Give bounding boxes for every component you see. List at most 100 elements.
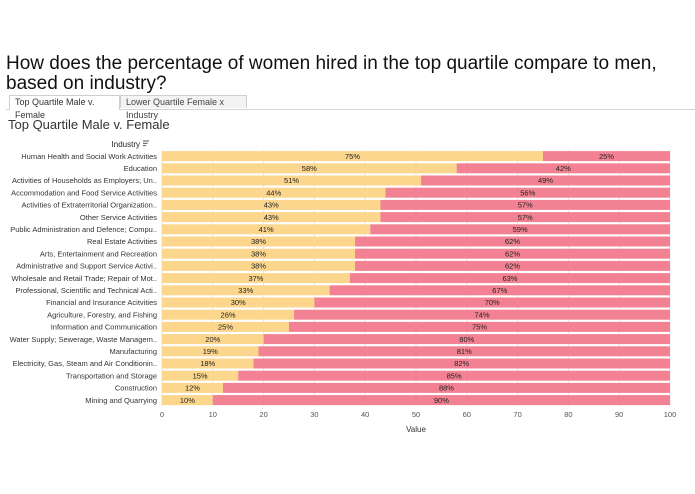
bar-female[interactable] [162,212,381,223]
bar-female[interactable] [162,297,315,308]
category-label: Activities of Households as Employers; U… [12,176,157,185]
data-label-male: 57% [518,201,533,210]
bar-male[interactable] [456,163,670,174]
bar-female[interactable] [162,248,356,259]
bar-female[interactable] [162,382,223,393]
bar-male[interactable] [355,260,670,271]
bar-female[interactable] [162,370,239,381]
data-label-female: 41% [259,225,274,234]
category-label: Agriculture, Forestry, and Fishing [47,310,157,319]
bar-male[interactable] [380,199,670,210]
data-label-female: 75% [345,152,360,161]
bar-female[interactable] [162,346,259,357]
category-label: Electricity, Gas, Steam and Air Conditio… [12,359,157,368]
bar-male[interactable] [380,212,670,223]
x-tick-label: 80 [564,410,572,419]
bar-male[interactable] [329,285,670,296]
category-label: Public Administration and Defence; Compu… [10,225,157,234]
bar-female[interactable] [162,199,381,210]
data-label-male: 88% [439,384,454,393]
bar-male[interactable] [294,309,670,320]
data-label-female: 58% [302,164,317,173]
bar-male[interactable] [385,187,670,198]
data-label-male: 56% [520,188,535,197]
category-label: Mining and Quarrying [85,396,157,405]
data-label-female: 43% [264,201,279,210]
bar-male[interactable] [212,395,671,406]
category-label: Construction [115,384,157,393]
category-label: Information and Communication [51,323,157,332]
x-tick-label: 60 [463,410,471,419]
bar-female[interactable] [162,395,213,406]
data-label-male: 75% [472,323,487,332]
x-tick-label: 30 [310,410,318,419]
category-label: Arts, Entertainment and Recreation [40,249,157,258]
category-label: Education [124,164,157,173]
bar-female[interactable] [162,260,356,271]
x-tick-label: 10 [209,410,217,419]
bar-female[interactable] [162,273,350,284]
bar-female[interactable] [162,334,264,345]
x-tick-label: 70 [513,410,521,419]
data-label-male: 42% [556,164,571,173]
bar-female[interactable] [162,358,254,369]
bar-female[interactable] [162,187,386,198]
sort-icon[interactable] [143,140,149,147]
bar-male[interactable] [355,236,670,247]
category-label: Real Estate Activities [87,237,157,246]
data-label-female: 10% [180,396,195,405]
data-label-female: 33% [238,286,253,295]
data-label-male: 81% [457,347,472,356]
bar-female[interactable] [162,175,422,186]
sheet-tabs: Top Quartile Male v. Female Lower Quarti… [6,95,695,120]
category-label: Water Supply; Sewerage, Waste Managem.. [10,335,157,344]
data-label-female: 43% [264,213,279,222]
tab-lower-quartile[interactable]: Lower Quartile Female x Industry [120,95,247,120]
data-label-male: 67% [492,286,507,295]
category-label: Other Service Activities [80,213,157,222]
data-label-male: 80% [459,335,474,344]
bar-female[interactable] [162,285,330,296]
bar-female[interactable] [162,163,457,174]
bar-male[interactable] [253,358,670,369]
bar-female[interactable] [162,309,295,320]
x-tick-label: 100 [664,410,677,419]
bar-male[interactable] [355,248,670,259]
category-label: Administrative and Support Service Activ… [16,262,157,271]
row-header-label: Industry [112,140,140,149]
bar-male[interactable] [314,297,670,308]
data-label-male: 85% [447,371,462,380]
data-label-female: 26% [221,310,236,319]
data-label-female: 15% [193,371,208,380]
bar-male[interactable] [238,370,670,381]
bar-male[interactable] [263,334,670,345]
x-tick-label: 20 [259,410,267,419]
bar-male[interactable] [222,382,670,393]
data-label-male: 57% [518,213,533,222]
bar-male[interactable] [370,224,670,235]
x-tick-label: 0 [160,410,164,419]
bar-female[interactable] [162,151,543,162]
data-label-male: 82% [454,359,469,368]
category-label: Human Health and Social Work Activities [21,152,157,161]
bar-female[interactable] [162,236,356,247]
data-label-male: 25% [599,152,614,161]
data-label-male: 63% [502,274,517,283]
data-label-female: 38% [251,249,266,258]
category-label: Manufacturing [109,347,157,356]
bar-female[interactable] [162,321,289,332]
bar-male[interactable] [543,151,670,162]
tab-top-quartile[interactable]: Top Quartile Male v. Female [9,95,120,120]
bar-male[interactable] [289,321,670,332]
bar-male[interactable] [421,175,670,186]
data-label-female: 38% [251,237,266,246]
data-label-female: 38% [251,262,266,271]
data-label-male: 74% [475,310,490,319]
category-label: Financial and Insurance Acitvities [46,298,157,307]
bar-male[interactable] [349,273,670,284]
bar-male[interactable] [258,346,670,357]
bar-female[interactable] [162,224,371,235]
data-label-female: 37% [248,274,263,283]
data-label-male: 62% [505,262,520,271]
